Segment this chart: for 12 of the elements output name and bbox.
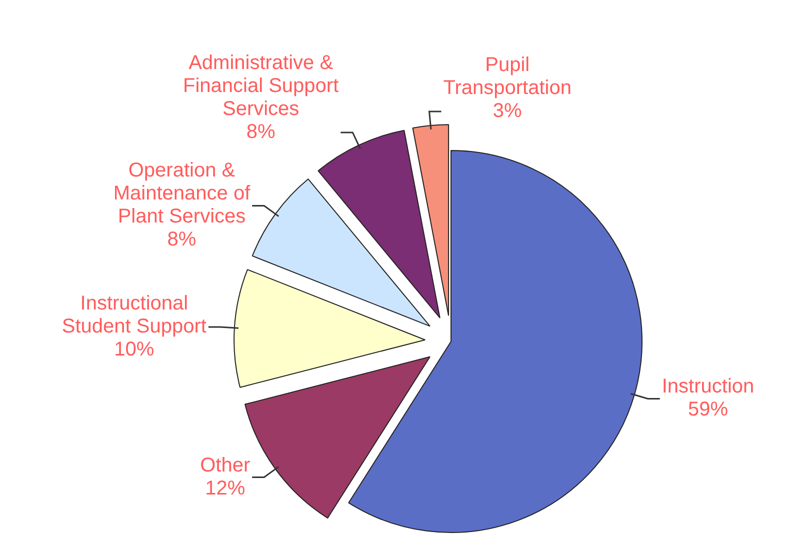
slice-label: Pupil Transportation bbox=[443, 54, 572, 100]
slice-label: Administrative & Financial Support Services bbox=[182, 52, 340, 120]
data-label: 59% bbox=[688, 398, 728, 421]
data-label: 12% bbox=[205, 477, 246, 500]
slice-label: Operation & Maintenance of Plant Services bbox=[113, 160, 251, 228]
data-label: 8% bbox=[246, 121, 276, 143]
slice-label: Instruction bbox=[662, 376, 754, 398]
data-label: 8% bbox=[167, 228, 196, 251]
slice-label: Instructional Student Support bbox=[62, 292, 207, 338]
data-label: 10% bbox=[114, 338, 154, 361]
slice-label: Other bbox=[200, 454, 250, 476]
data-label: 3% bbox=[492, 100, 522, 122]
